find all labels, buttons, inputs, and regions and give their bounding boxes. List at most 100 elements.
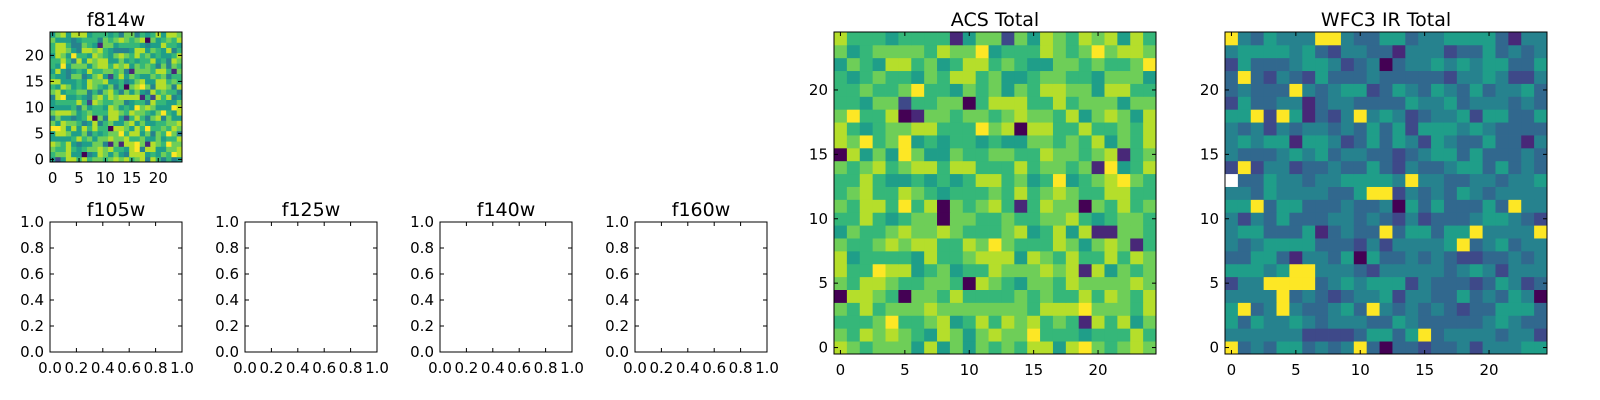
heatmap-cell <box>1392 276 1406 290</box>
heatmap-cell <box>166 146 172 152</box>
heatmap-cell <box>846 302 861 316</box>
heatmap-cell <box>1328 32 1342 46</box>
heatmap-cell <box>1289 186 1303 200</box>
heatmap-cell <box>1078 341 1092 355</box>
heatmap-cell <box>55 125 61 132</box>
heatmap-cell <box>81 58 88 64</box>
heatmap-cell <box>1052 328 1067 342</box>
heatmap-cell <box>1289 263 1303 278</box>
heatmap-cell <box>924 32 938 46</box>
heatmap-cell <box>118 156 125 163</box>
heatmap-cell <box>123 136 130 142</box>
heatmap-cell <box>60 146 67 152</box>
x-tick-label-f125w-4: 0.8 <box>339 359 363 377</box>
heatmap-cell <box>1315 199 1329 213</box>
heatmap-cell <box>1117 341 1131 355</box>
heatmap-cell <box>123 146 130 152</box>
heatmap-cell <box>872 96 886 110</box>
heatmap-cell <box>962 122 977 136</box>
heatmap-cell <box>81 32 88 38</box>
heatmap-cell <box>155 115 162 121</box>
heatmap-cell <box>81 125 88 132</box>
heatmap-cell <box>1392 135 1406 149</box>
heatmap-cell <box>872 250 886 265</box>
heatmap-cell <box>150 78 156 85</box>
heatmap-cell <box>859 341 874 355</box>
heatmap-cell <box>1040 135 1054 149</box>
heatmap-cell <box>134 73 141 80</box>
heatmap-cell <box>1353 186 1368 200</box>
heatmap-cell <box>1237 315 1252 329</box>
heatmap-cell <box>1040 32 1054 46</box>
heatmap-cell <box>145 94 151 100</box>
heatmap-cell <box>1130 186 1144 200</box>
heatmap-cell <box>171 89 178 95</box>
heatmap-cell <box>86 68 93 74</box>
heatmap-cell <box>1469 32 1483 46</box>
heatmap-cell <box>1521 302 1535 316</box>
heatmap-cell <box>1014 276 1028 290</box>
heatmap-cell <box>1366 109 1380 123</box>
heatmap-cell <box>92 125 98 132</box>
heatmap-cell <box>898 122 912 136</box>
heatmap-cell <box>1456 225 1471 239</box>
heatmap-cell <box>65 136 72 142</box>
heatmap-cell <box>1482 289 1496 303</box>
heatmap-cell <box>1353 225 1368 239</box>
heatmap-cell <box>171 136 178 142</box>
heatmap-cell <box>1392 173 1406 187</box>
heatmap-cell <box>113 73 120 80</box>
heatmap-cell <box>171 110 178 116</box>
heatmap-cell <box>1225 263 1239 278</box>
x-tick-label-f160w-1: 0.2 <box>649 359 673 377</box>
heatmap-cell <box>1482 263 1496 278</box>
heatmap-cell <box>1353 199 1368 213</box>
heatmap-cell <box>1469 238 1483 252</box>
heatmap-cell <box>846 70 861 84</box>
heatmap-cell <box>911 160 925 175</box>
heatmap-cell <box>1405 147 1419 162</box>
heatmap-cell <box>1027 173 1041 187</box>
heatmap-cell <box>1276 225 1290 239</box>
heatmap-cell <box>102 151 109 158</box>
heatmap-cell <box>150 151 156 158</box>
heatmap-cell <box>1456 238 1471 252</box>
heatmap-cell <box>155 52 162 59</box>
heatmap-cell <box>160 58 167 64</box>
heatmap-cell <box>988 135 1002 149</box>
heatmap-cell <box>1225 302 1239 316</box>
heatmap-cell <box>1482 173 1496 187</box>
heatmap-cell <box>145 151 151 158</box>
heatmap-cell <box>1130 289 1144 303</box>
heatmap-cell <box>1353 122 1368 136</box>
heatmap-cell <box>1065 160 1080 175</box>
heatmap-cell <box>1418 302 1432 316</box>
heatmap-cell <box>1302 238 1316 252</box>
heatmap-cell <box>108 99 114 106</box>
heatmap-cell <box>1117 44 1131 59</box>
heatmap-cell <box>898 238 912 252</box>
heatmap-cell <box>171 115 178 121</box>
heatmap-cell <box>1289 199 1303 213</box>
heatmap-cell <box>859 70 874 84</box>
heatmap-cell <box>129 58 135 64</box>
heatmap-cell <box>1263 302 1277 316</box>
heatmap-cell <box>1001 122 1015 136</box>
heatmap-cell <box>1340 289 1355 303</box>
heatmap-cell <box>123 37 130 43</box>
heatmap-cell <box>123 94 130 100</box>
heatmap-cell <box>1263 315 1277 329</box>
y-tick-label-wfc3-ir-total-4: 20 <box>1200 81 1219 99</box>
heatmap-cell <box>1091 302 1105 316</box>
heatmap-cell <box>65 52 72 59</box>
heatmap-cell <box>1104 328 1118 342</box>
heatmap-cell <box>988 225 1002 239</box>
heatmap-cell <box>1456 302 1471 316</box>
heatmap-cell <box>92 120 98 126</box>
heatmap-cell <box>1521 315 1535 329</box>
heatmap-cell <box>1328 135 1342 149</box>
heatmap-cell <box>1052 135 1067 149</box>
heatmap-cell <box>139 73 146 80</box>
